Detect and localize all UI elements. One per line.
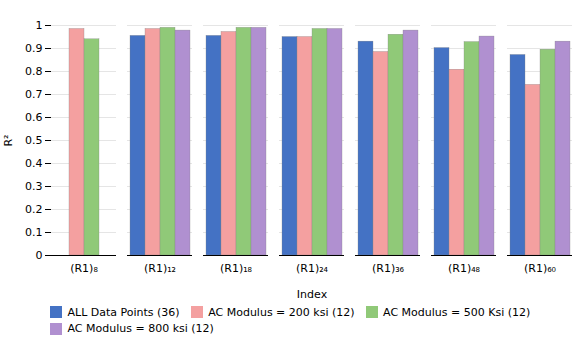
svg-text:(R1)₆₀: (R1)₆₀ <box>524 262 557 275</box>
svg-text:0.8: 0.8 <box>25 65 43 78</box>
svg-text:0.3: 0.3 <box>25 180 43 193</box>
svg-text:0.4: 0.4 <box>25 157 43 170</box>
svg-text:0.2: 0.2 <box>25 203 43 216</box>
html-text:AC Modulus = 200 ksi (12): AC Modulus = 200 ksi (12) <box>208 305 355 319</box>
svg-text:(R1)₄₈: (R1)₄₈ <box>448 262 481 275</box>
svg-text:0: 0 <box>36 249 43 262</box>
svg-text:Index: Index <box>297 288 328 301</box>
svg-text:(R1)₁₈: (R1)₁₈ <box>220 262 253 275</box>
svg-text:1: 1 <box>36 19 43 32</box>
svg-text:(R1)₁₂: (R1)₁₂ <box>144 262 176 275</box>
html-text:ALL Data Points (36): ALL Data Points (36) <box>67 305 180 319</box>
svg-text:0.6: 0.6 <box>25 111 43 124</box>
svg-text:0.9: 0.9 <box>25 42 43 55</box>
svg-text:0.1: 0.1 <box>25 226 43 239</box>
svg-text:0.5: 0.5 <box>25 134 43 147</box>
svg-text:0.7: 0.7 <box>25 88 43 101</box>
svg-text:(R1)₈: (R1)₈ <box>70 262 98 275</box>
svg-text:(R1)₂₄: (R1)₂₄ <box>296 262 329 275</box>
html-text:AC Modulus = 800 ksi (12): AC Modulus = 800 ksi (12) <box>67 322 214 336</box>
svg-text:R²: R² <box>2 134 15 146</box>
html-text:AC Modulus = 500 Ksi (12): AC Modulus = 500 Ksi (12) <box>383 305 531 319</box>
svg-text:(R1)₃₆: (R1)₃₆ <box>372 262 405 275</box>
